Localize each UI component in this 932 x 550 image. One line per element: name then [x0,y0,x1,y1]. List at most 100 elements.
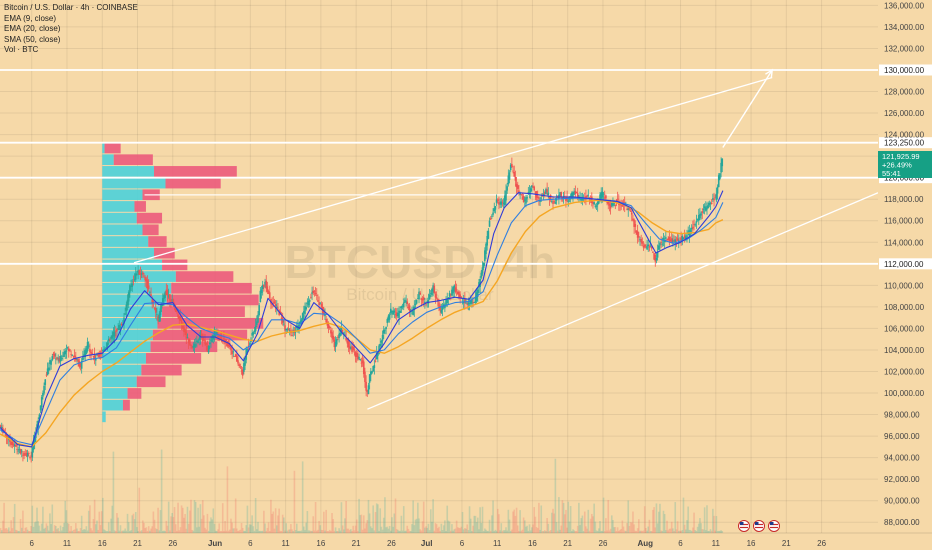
volume-bar [300,530,303,533]
candle-body [350,347,352,349]
volume-bar [709,529,712,533]
volume-bar [246,505,249,533]
volume-bar [306,511,309,533]
candle-body [397,313,399,316]
volume-bar [284,530,286,533]
candle-body [120,324,123,326]
time-axis[interactable]: 6 11 16 21 26 Jun 6 11 16 21 26 Jul 6 11 16 21 26 Aug 6 11 1… [0,532,932,550]
symbol-title[interactable]: Bitcoin / U.S. Dollar · 4h · COINBASE [4,3,138,12]
volume-bar [504,530,506,533]
volume-profile-down [122,399,130,411]
volume-bar [420,530,423,533]
price-tick-label: 110,000.00 [884,281,924,290]
candle-body [112,332,115,337]
candle-body [526,197,528,199]
candle-body [52,353,55,356]
indicator-ema9[interactable]: EMA (9, close) [4,13,57,23]
candle-body [304,306,306,314]
volume-bar [454,528,457,533]
candle-body [196,340,198,343]
candle-body [492,212,494,215]
candle-body [545,189,547,195]
volume-bar [655,503,658,533]
candle-body [634,224,637,227]
candle-body [43,385,45,394]
volume-bar [392,526,394,533]
economic-events[interactable] [738,520,780,532]
candle-body [85,348,88,354]
volume-bar [131,515,134,533]
volume-bar [386,526,389,533]
candle-body [536,197,539,198]
candle-body [380,340,383,343]
volume-bar [156,529,158,533]
candle-body [414,303,417,306]
volume-bar [609,528,612,533]
candle-body [320,304,323,308]
volume-bar [426,527,429,533]
candle-body [164,292,166,298]
volume-bar [65,510,68,533]
price-tag-change: +26.49% [882,161,912,170]
time-tick-label: Aug [637,539,653,548]
horizontal-levels[interactable] [0,69,878,265]
volume-bar [91,530,94,533]
volume-bar [127,522,130,533]
candle-body [648,246,651,248]
candle-body [105,347,108,348]
volume-bar [588,530,591,533]
candle-body [204,340,206,345]
volume-bar [401,530,404,533]
volume-bar [3,502,5,533]
candle-body [608,203,611,206]
candle-body [534,192,537,195]
indicator-ema20[interactable]: EMA (20, close) [4,24,61,33]
volume-bar [576,525,579,533]
volume-bar [199,504,202,533]
volume-bar [384,497,386,533]
volume-bar [529,530,532,533]
volume-bar [397,529,399,533]
candle-body [411,310,413,312]
volume-bar [593,503,595,533]
candle-body [594,206,597,208]
volume-bar [462,529,465,533]
volume-profile-down [175,271,234,282]
volume-bar [198,526,201,533]
volume-bar [712,508,714,533]
candle-body [157,316,159,322]
volume-bar [130,530,132,533]
volume-bar [484,528,486,533]
volume-bar [625,530,627,533]
volume-bar [260,530,263,533]
candle-body [426,300,429,303]
volume-bar [418,518,420,533]
indicator-sma50[interactable]: SMA (50, close) [4,34,61,44]
candle-body [300,319,303,325]
volume-bar [186,506,189,533]
volume-bar [154,528,157,533]
candle-body [118,325,121,331]
candle-body [676,238,679,241]
volume-bar [83,529,85,533]
candle-body [313,291,316,293]
volume-bar [502,530,505,533]
candle-body [500,201,503,205]
volume-bar [683,524,686,533]
candle-body [532,186,534,188]
volume-bar [17,530,20,533]
volume-bar [687,506,689,533]
volume-profile-down [148,236,167,247]
candle-body [362,361,365,375]
candle-body [340,327,343,334]
volume-bar [601,530,604,533]
volume-profile-down [165,177,221,189]
volume-bar [117,517,119,533]
channel-lines[interactable] [133,68,879,410]
volume-bar [347,528,350,533]
price-axis[interactable]: 88,000.00 90,000.00 92,000.00 94,000.00 96,0… [878,0,932,550]
volume-bar [211,519,213,533]
volume-profile-up [102,317,158,329]
indicator-volume[interactable]: Vol · BTC [4,45,39,54]
